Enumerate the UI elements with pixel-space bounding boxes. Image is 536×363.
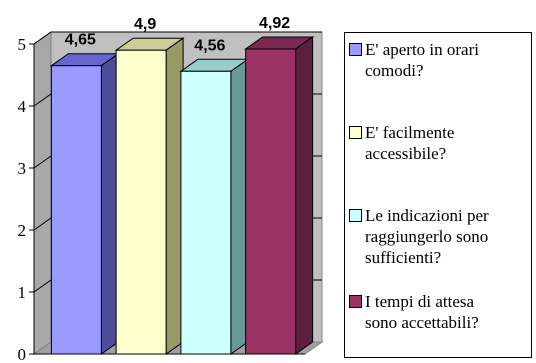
bar-value-label: 4,65 <box>65 32 96 49</box>
bar-value-label: 4,9 <box>134 16 156 33</box>
bar-front <box>50 65 102 355</box>
legend-label-line: comodi? <box>365 61 424 80</box>
y-tick-label: 0 <box>18 345 27 363</box>
chart-value-labels: 4,65 4,9 4,56 4,92 <box>65 15 290 54</box>
y-tick-label: 3 <box>18 159 27 178</box>
bar-side <box>295 35 314 355</box>
legend-item-orari: E' aperto in orari comodi? <box>349 39 529 81</box>
legend-label-line: sono accettabili? <box>365 313 479 332</box>
bar-front <box>180 70 232 355</box>
chart-bars <box>49 35 315 355</box>
legend-label-line: sufficienti? <box>365 248 442 267</box>
legend-label-line: I tempi di attesa <box>365 292 475 311</box>
legend-swatch <box>349 43 362 56</box>
legend-label-line: E' aperto in orari <box>365 40 479 59</box>
y-tick-label: 2 <box>18 221 27 240</box>
legend-label-line: accessibile? <box>365 144 447 163</box>
y-tick-label: 4 <box>18 97 27 116</box>
bar <box>244 35 315 355</box>
bar <box>179 58 250 355</box>
legend-swatch <box>349 126 362 139</box>
legend-label: I tempi di attesa sono accettabili? <box>365 291 529 333</box>
legend-label: E' facilmente accessibile? <box>365 122 529 164</box>
bar-front <box>115 49 167 355</box>
y-tick-label: 1 <box>18 283 27 302</box>
legend-item-attesa: I tempi di attesa sono accettabili? <box>349 291 529 333</box>
legend-label: Le indicazioni per raggiungerlo sono suf… <box>365 205 529 268</box>
legend-swatch <box>349 209 362 222</box>
chart-legend: E' aperto in orari comodi? E' facilmente… <box>344 32 532 358</box>
bar <box>49 52 120 355</box>
side-wall <box>33 31 52 355</box>
legend-item-indicazioni: Le indicazioni per raggiungerlo sono suf… <box>349 205 529 268</box>
y-tick-label: 5 <box>18 35 27 54</box>
bar <box>114 37 185 355</box>
bar-value-label: 4,92 <box>259 15 290 32</box>
bar-value-label: 4,56 <box>194 37 225 54</box>
bar-front <box>245 48 297 355</box>
gridline <box>33 31 322 45</box>
legend-item-accessibile: E' facilmente accessibile? <box>349 122 529 164</box>
legend-label: E' aperto in orari comodi? <box>365 39 529 81</box>
legend-label-line: raggiungerlo sono <box>365 227 489 246</box>
legend-label-line: E' facilmente <box>365 123 455 142</box>
legend-swatch <box>349 295 362 308</box>
legend-label-line: Le indicazioni per <box>365 206 489 225</box>
